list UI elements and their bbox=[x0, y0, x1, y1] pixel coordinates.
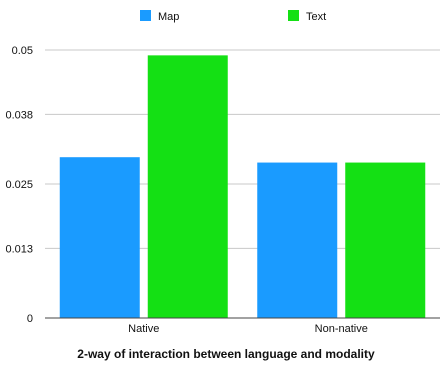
y-tick-label: 0.05 bbox=[12, 45, 33, 57]
y-tick-labels: 0 0.013 0.025 0.038 0.05 bbox=[5, 45, 33, 325]
y-tick-label: 0 bbox=[27, 313, 33, 325]
y-tick-label: 0.013 bbox=[5, 243, 33, 255]
x-axis-title: 2-way of interaction between language an… bbox=[77, 347, 375, 361]
bars bbox=[59, 55, 426, 319]
legend-swatch-map bbox=[140, 10, 151, 21]
category-label: Non-native bbox=[315, 323, 368, 335]
bar-text-native bbox=[147, 55, 228, 319]
category-label: Native bbox=[128, 323, 159, 335]
legend-label-text: Text bbox=[306, 11, 326, 23]
legend: Map Text bbox=[140, 10, 326, 23]
category-labels: Native Non-native bbox=[128, 323, 368, 335]
y-tick-label: 0.025 bbox=[5, 179, 33, 191]
y-tick-label: 0.038 bbox=[5, 109, 33, 121]
bar-map-non-native bbox=[257, 162, 338, 318]
legend-label-map: Map bbox=[158, 11, 179, 23]
bar-text-non-native bbox=[345, 162, 426, 318]
legend-swatch-text bbox=[288, 10, 299, 21]
bar-map-native bbox=[59, 157, 140, 318]
